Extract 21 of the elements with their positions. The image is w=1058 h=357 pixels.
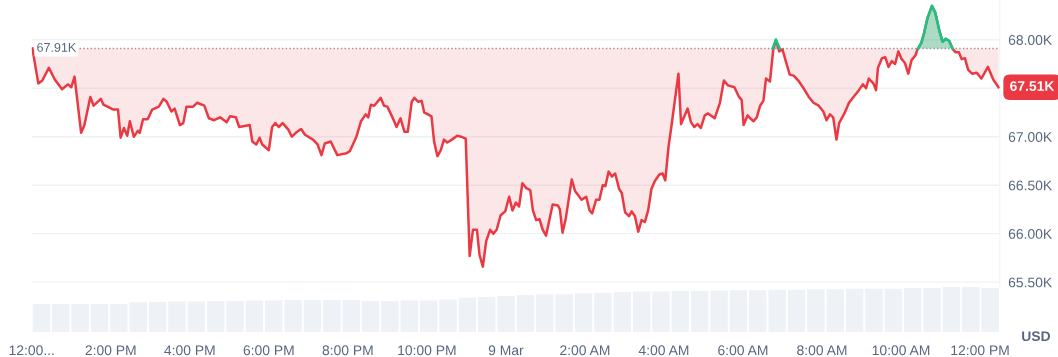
x-tick-label: 8:00 PM [322,345,373,356]
x-tick-label: 10:00 PM [398,345,456,356]
y-tick-label: 66.50K [1008,180,1053,191]
x-tick-label: 12:00... [9,345,54,356]
x-tick-label: 12:00 PM [951,345,1009,356]
x-tick-label: 6:00 PM [243,345,294,356]
x-tick-label: 8:00 AM [797,345,847,356]
x-tick-label: 9 Mar [488,345,524,356]
x-tick-label: 2:00 AM [560,345,610,356]
x-tick-label: 10:00 AM [872,345,930,356]
x-tick-label: 2:00 PM [85,345,136,356]
x-tick-label: 4:00 AM [638,345,689,356]
y-tick-label: 68.00K [1008,35,1053,45]
x-tick-label: 6:00 AM [718,345,768,356]
text: USD [1022,331,1051,342]
y-tick-label: 66.00K [1008,229,1053,239]
y-tick-label: 65.50K [1008,277,1053,288]
x-tick-label: 4:00 PM [164,345,215,356]
ref-line-label: 67.91K [37,42,77,52]
y-tick-label: 67.00K [1008,132,1053,142]
annotation: 67.51K [1010,81,1055,91]
